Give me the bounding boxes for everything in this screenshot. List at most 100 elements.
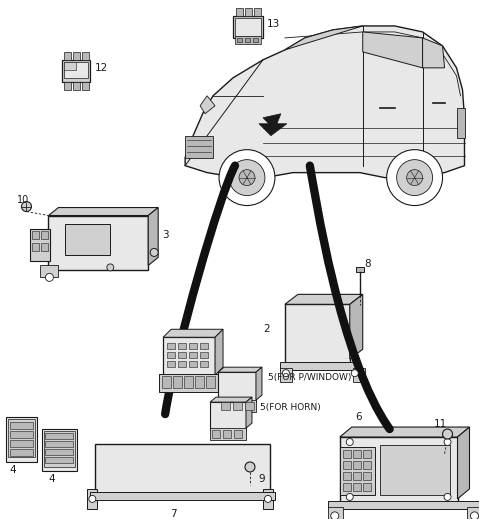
Bar <box>30 229 50 262</box>
Text: 9: 9 <box>258 474 264 484</box>
Polygon shape <box>259 114 287 136</box>
Bar <box>237 38 242 42</box>
Bar <box>64 62 76 70</box>
Bar <box>280 362 360 370</box>
Circle shape <box>245 462 255 472</box>
Circle shape <box>89 496 96 502</box>
Bar <box>185 136 213 158</box>
Bar <box>340 437 457 505</box>
Bar <box>363 472 371 480</box>
Text: 6: 6 <box>356 412 362 422</box>
Polygon shape <box>350 294 363 359</box>
Text: 7: 7 <box>170 509 177 519</box>
Bar <box>343 461 351 469</box>
Bar <box>353 483 361 491</box>
Polygon shape <box>218 367 262 372</box>
Polygon shape <box>340 427 469 437</box>
Bar <box>233 16 263 38</box>
Polygon shape <box>48 207 158 215</box>
Bar <box>285 304 350 366</box>
Polygon shape <box>185 26 465 178</box>
Bar <box>178 343 186 349</box>
Bar <box>380 445 450 495</box>
Circle shape <box>219 150 275 205</box>
Circle shape <box>264 496 271 502</box>
Bar <box>10 449 34 456</box>
Text: 2: 2 <box>263 324 270 334</box>
Text: 5(FOR P/WINDOW): 5(FOR P/WINDOW) <box>268 373 351 382</box>
Bar <box>87 489 97 509</box>
Bar <box>83 82 89 90</box>
Circle shape <box>229 160 265 196</box>
Circle shape <box>346 438 353 446</box>
Bar <box>62 60 90 82</box>
Bar <box>254 8 261 16</box>
Bar <box>456 108 465 138</box>
Bar <box>10 440 34 447</box>
Bar <box>235 18 261 36</box>
Bar <box>189 361 197 367</box>
Bar <box>343 483 351 491</box>
Bar <box>46 449 73 455</box>
Bar <box>236 8 243 16</box>
Bar <box>64 82 72 90</box>
Bar <box>189 343 197 349</box>
Circle shape <box>239 170 255 186</box>
Circle shape <box>331 512 339 520</box>
Bar <box>218 400 256 412</box>
Text: 10: 10 <box>16 194 29 204</box>
Bar <box>343 472 351 480</box>
Circle shape <box>407 170 422 186</box>
Bar <box>245 38 250 42</box>
Bar <box>343 450 351 458</box>
Bar <box>64 52 72 60</box>
Bar <box>245 402 254 410</box>
Bar <box>195 376 204 388</box>
Bar <box>8 419 36 457</box>
Bar <box>64 62 88 78</box>
Bar <box>245 8 252 16</box>
Text: 3: 3 <box>162 230 169 240</box>
Bar <box>189 352 197 358</box>
Bar <box>234 430 242 438</box>
Bar <box>48 215 148 270</box>
Polygon shape <box>422 38 444 68</box>
Circle shape <box>443 429 453 439</box>
Circle shape <box>150 249 158 256</box>
Text: 8: 8 <box>365 259 372 269</box>
Bar <box>212 430 220 438</box>
Polygon shape <box>457 427 469 499</box>
Bar <box>353 461 361 469</box>
Bar <box>33 231 39 240</box>
Bar <box>353 472 361 480</box>
Bar <box>10 422 34 429</box>
Polygon shape <box>148 207 158 265</box>
Bar <box>96 444 270 496</box>
Polygon shape <box>215 329 223 375</box>
Bar <box>178 352 186 358</box>
Bar <box>73 52 80 60</box>
Bar <box>263 489 273 509</box>
Bar <box>163 337 215 377</box>
Polygon shape <box>285 26 363 50</box>
Circle shape <box>22 202 32 212</box>
Polygon shape <box>200 96 215 114</box>
Bar <box>5 417 37 462</box>
Text: 13: 13 <box>267 19 280 29</box>
Bar <box>235 36 261 44</box>
Bar <box>280 368 292 382</box>
Polygon shape <box>285 294 363 304</box>
Bar <box>46 441 73 447</box>
Circle shape <box>351 370 358 376</box>
Bar <box>184 376 193 388</box>
Bar <box>363 450 371 458</box>
Bar <box>83 52 89 60</box>
Bar <box>353 450 361 458</box>
Bar <box>167 352 175 358</box>
Circle shape <box>387 150 443 205</box>
Bar <box>223 430 231 438</box>
Text: 4: 4 <box>48 474 55 484</box>
Bar <box>10 431 34 438</box>
Bar <box>65 224 110 255</box>
Bar <box>200 361 208 367</box>
